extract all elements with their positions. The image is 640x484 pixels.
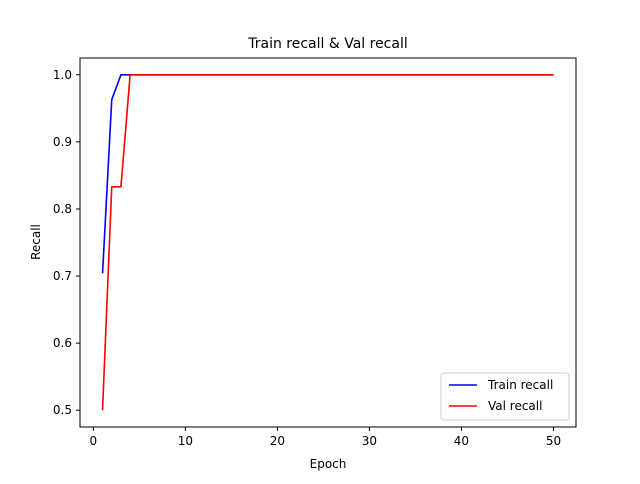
y-tick-label: 0.5 — [53, 403, 72, 417]
x-tick-label: 30 — [362, 434, 377, 448]
x-tick-label: 50 — [546, 434, 561, 448]
series-lines — [101, 73, 554, 411]
plot-area-frame — [79, 57, 577, 428]
y-axis: 0.5 0.6 0.7 0.8 0.9 1.0 — [53, 68, 80, 417]
x-tick-label: 40 — [454, 434, 469, 448]
chart-title: Train recall & Val recall — [247, 36, 408, 52]
y-tick-label: 0.7 — [53, 269, 72, 283]
x-tick-label: 20 — [270, 434, 285, 448]
legend-label-val-recall: Val recall — [488, 399, 542, 413]
x-tick-label: 10 — [178, 434, 193, 448]
x-axis: 0 10 20 30 40 50 — [90, 427, 561, 448]
y-axis-label: Recall — [29, 224, 43, 260]
y-tick-label: 0.9 — [53, 135, 72, 149]
x-axis-label: Epoch — [310, 457, 347, 471]
legend-label-train-recall: Train recall — [487, 378, 553, 392]
y-tick-label: 1.0 — [53, 68, 72, 82]
legend: Train recall Val recall — [440, 372, 570, 421]
x-tick-label: 0 — [90, 434, 98, 448]
y-tick-label: 0.8 — [53, 202, 72, 216]
y-tick-label: 0.6 — [53, 336, 72, 350]
series-line-val-recall — [101, 73, 554, 411]
